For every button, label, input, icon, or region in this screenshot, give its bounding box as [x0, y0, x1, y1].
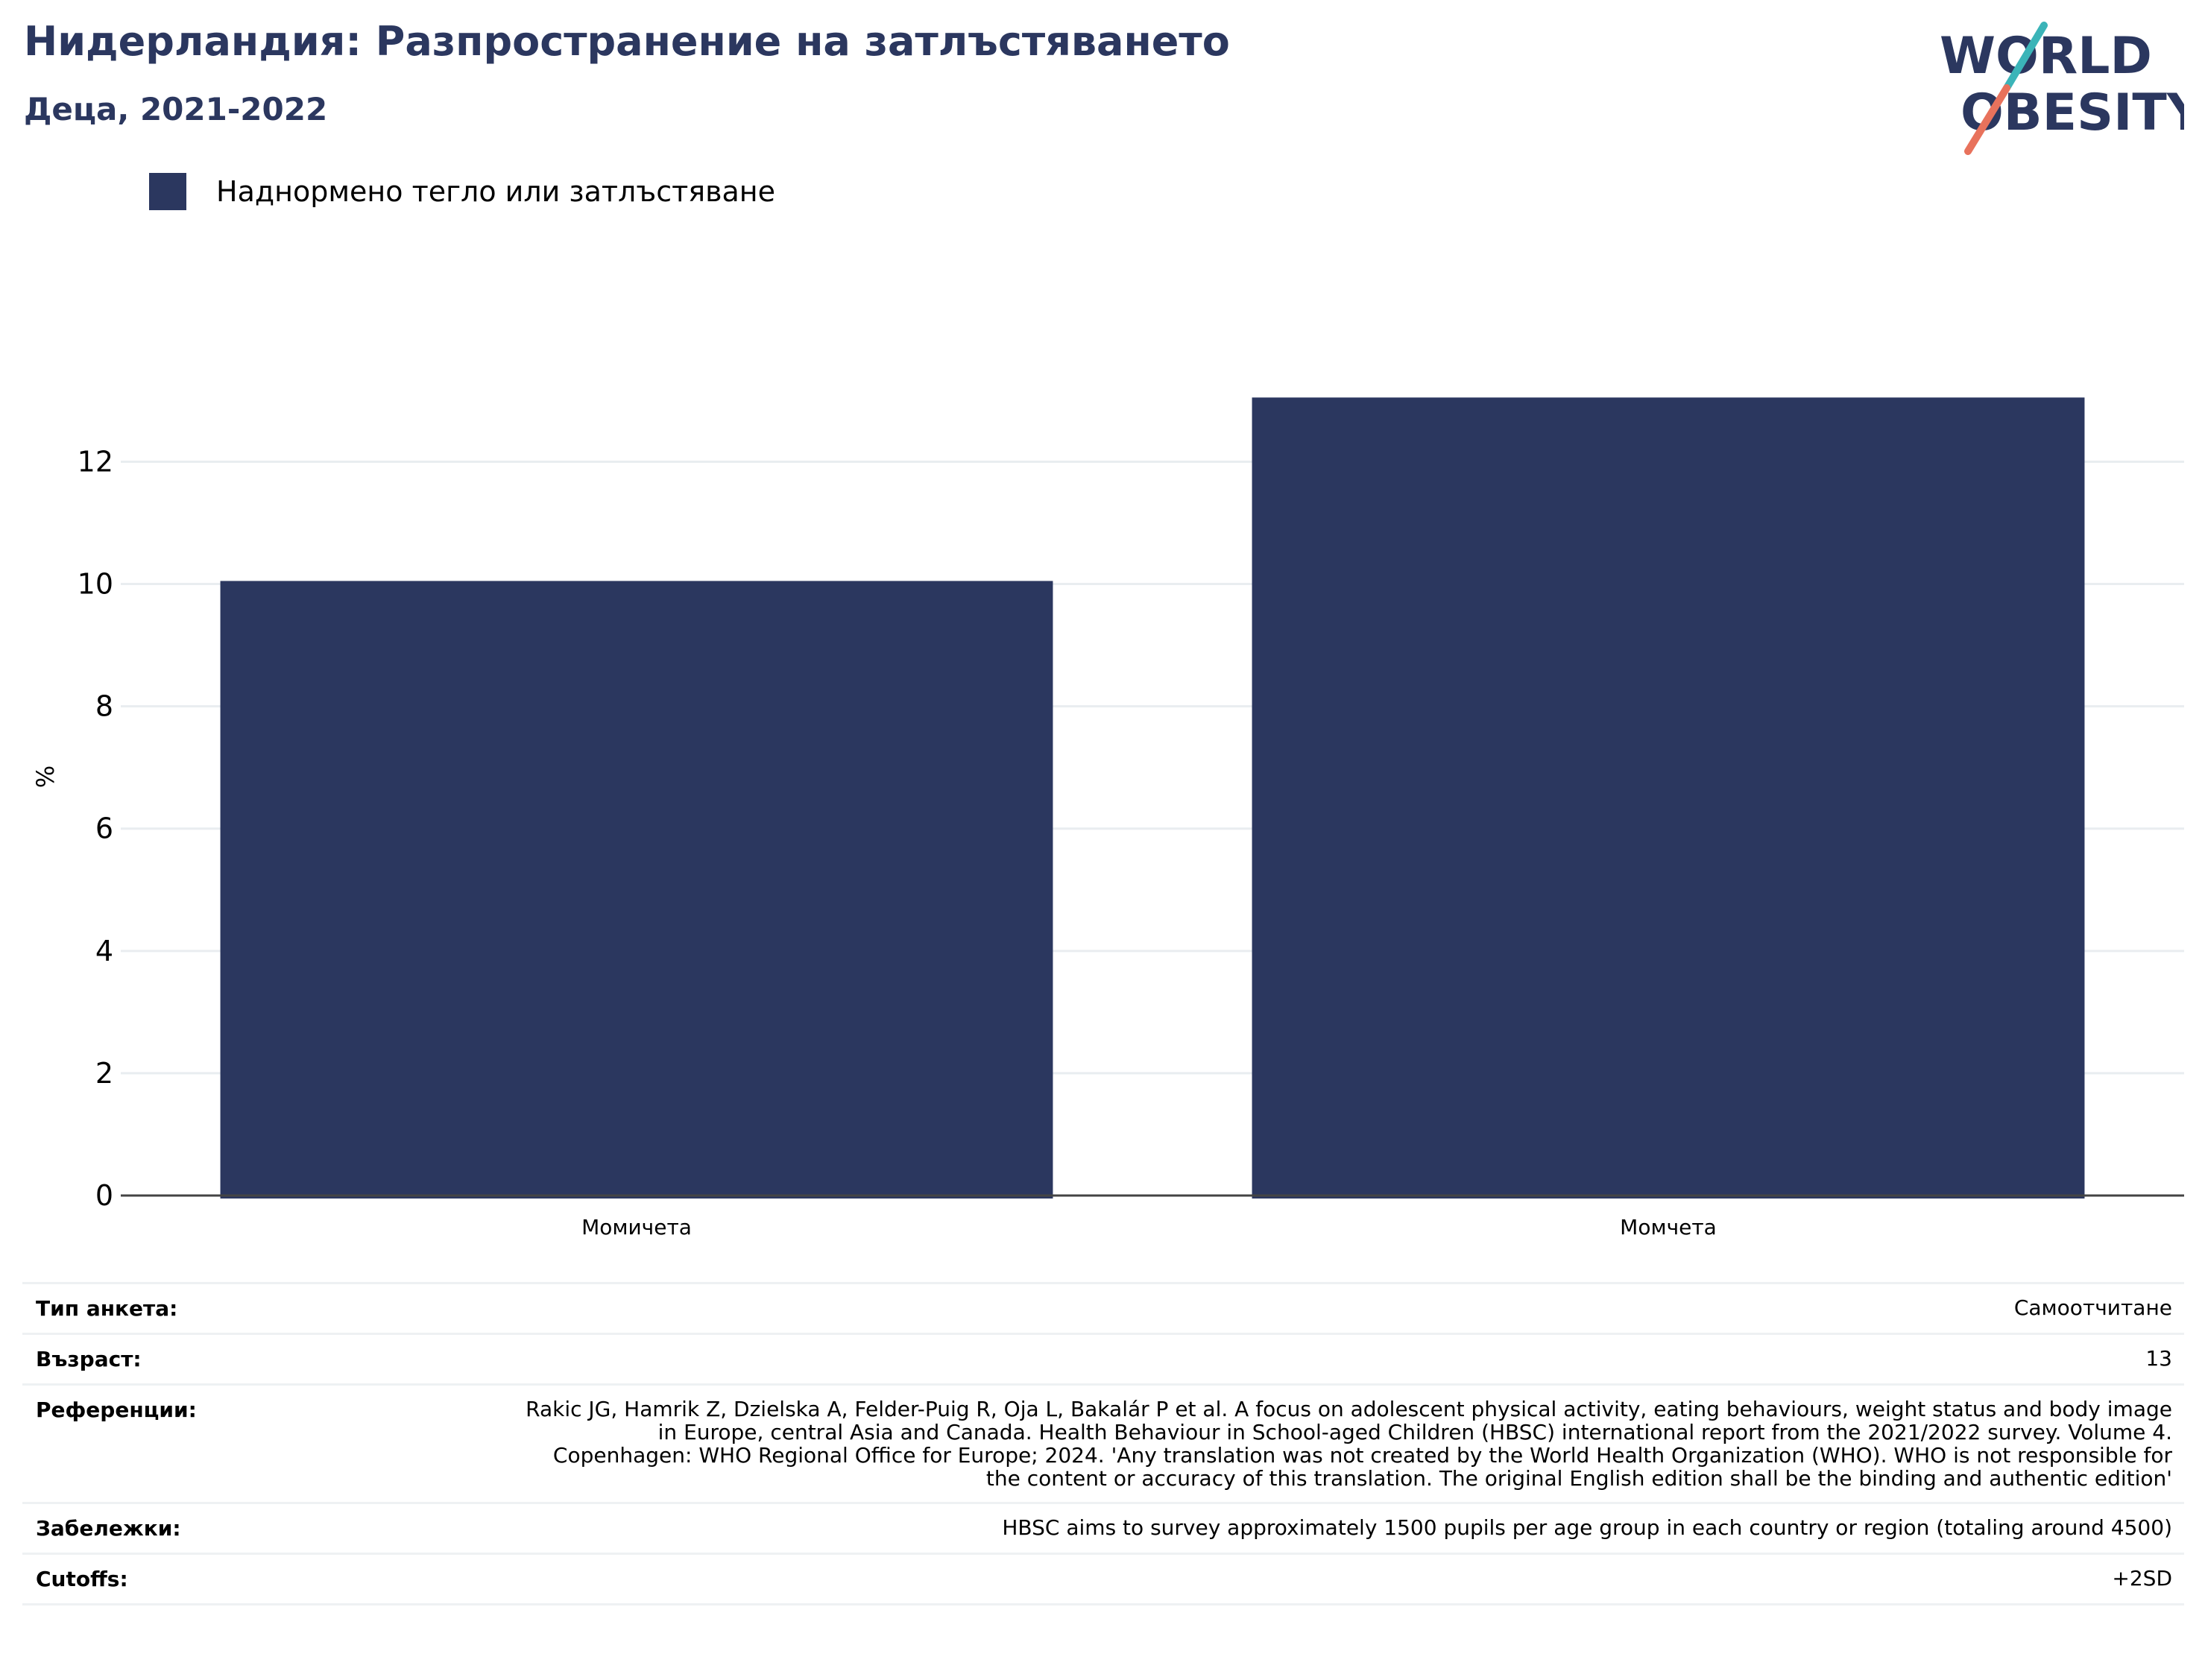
info-row-age: Възраст: 13	[22, 1333, 2184, 1383]
info-key: Cutoffs:	[36, 1567, 128, 1591]
info-table: Тип анкета: Самоотчитане Възраст: 13 Реф…	[22, 1282, 2184, 1605]
y-tick-label: 2	[95, 1057, 113, 1090]
logo-slash-top	[2003, 22, 2048, 92]
world-obesity-logo: WORLD OBESITY	[1940, 22, 2184, 155]
y-tick-label: 8	[95, 690, 113, 723]
info-value: +2SD	[2112, 1566, 2172, 1591]
info-key: Референции:	[36, 1398, 197, 1422]
y-tick-label: 0	[95, 1179, 113, 1212]
y-tick-label: 4	[95, 935, 113, 967]
info-value: HBSC aims to survey approximately 1500 p…	[1002, 1515, 2172, 1540]
y-tick-label: 6	[95, 812, 113, 845]
info-value: 13	[2145, 1346, 2172, 1371]
bar	[220, 581, 1053, 1199]
logo-line1: WORLD	[1940, 27, 2152, 86]
info-row-survey-type: Тип анкета: Самоотчитане	[22, 1282, 2184, 1333]
info-value: Самоотчитане	[2013, 1295, 2172, 1320]
legend-label: Наднормено тегло или затлъстяване	[216, 175, 775, 208]
info-key: Тип анкета:	[36, 1296, 178, 1321]
bar-chart: 0 2 4 6 8 10 12% Момичета Момчета	[31, 397, 2184, 1240]
page-title: Нидерландия: Разпространение на затлъстя…	[24, 18, 1230, 65]
info-key: Забележки:	[36, 1516, 181, 1541]
chart-legend: Наднормено тегло или затлъстяване	[149, 173, 775, 210]
info-row-references: Референции: Rakic JG, Hamrik Z, Dzielska…	[22, 1383, 2184, 1502]
y-axis-label: %	[31, 765, 60, 788]
logo-line2: OBESITY	[1960, 83, 2184, 142]
y-tick-label: 12	[78, 445, 113, 478]
info-row-cutoffs: Cutoffs: +2SD	[22, 1553, 2184, 1605]
info-key: Възраст:	[36, 1347, 142, 1371]
y-tick-label: 10	[78, 568, 113, 601]
x-tick-label: Момчета	[1620, 1215, 1717, 1240]
legend-swatch	[149, 173, 186, 210]
logo-slash-bottom	[1964, 84, 2010, 155]
page-subtitle: Деца, 2021-2022	[24, 91, 328, 127]
info-value: Rakic JG, Hamrik Z, Dzielska A, Felder-P…	[526, 1397, 2172, 1491]
x-tick-label: Момичета	[581, 1215, 692, 1240]
info-row-notes: Забележки: HBSC aims to survey approxima…	[22, 1502, 2184, 1553]
bar	[1252, 397, 2085, 1199]
